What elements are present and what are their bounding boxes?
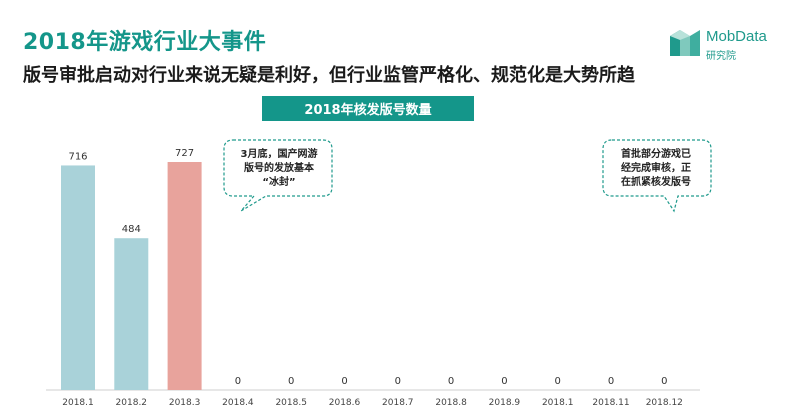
callout-march: 3月底，国产网游 版号的发放基本 “冰封” (240, 149, 318, 188)
callout-march-bubble (223, 139, 333, 212)
data-label-10: 0 (555, 376, 561, 387)
x-tick-label-9: 2018.9 (489, 398, 521, 408)
data-label-5: 0 (288, 376, 294, 387)
x-tick-label-11: 2018.11 (592, 398, 629, 408)
data-label-11: 0 (608, 376, 614, 387)
x-tick-label-4: 2018.4 (222, 398, 254, 408)
x-tick-label-2: 2018.2 (116, 398, 148, 408)
mobdata-logo: MobData 研究院 (668, 24, 778, 64)
x-tick-label-10: 2018.1 (542, 398, 574, 408)
data-label-2: 484 (122, 224, 141, 235)
bar-3 (167, 162, 202, 390)
data-label-3: 727 (175, 148, 194, 159)
data-label-8: 0 (448, 376, 454, 387)
data-label-9: 0 (501, 376, 507, 387)
callout-approval: 首批部分游戏已 经完成审核，正 在抓紧核发版号 (621, 149, 691, 188)
mobdata-logo-icon (670, 30, 700, 56)
x-tick-label-8: 2018.8 (435, 398, 467, 408)
data-label-12: 0 (661, 376, 667, 387)
chart-title: 2018年核发版号数量 (262, 96, 474, 121)
data-label-6: 0 (341, 376, 347, 387)
callout-approval-bubble (602, 139, 712, 213)
x-tick-label-12: 2018.12 (646, 398, 683, 408)
page-title: 2018年游戏行业大事件 (23, 30, 267, 55)
x-tick-label-3: 2018.3 (169, 398, 201, 408)
x-tick-label-5: 2018.5 (275, 398, 307, 408)
logo-name: MobData (706, 28, 767, 45)
bar-1 (61, 165, 95, 390)
bar-2 (114, 238, 149, 390)
data-label-7: 0 (395, 376, 401, 387)
logo-subtitle: 研究院 (706, 51, 736, 62)
data-label-4: 0 (235, 376, 241, 387)
page-subtitle: 版号审批启动对行业来说无疑是利好，但行业监管严格化、规范化是大势所趋 (23, 65, 635, 86)
x-tick-label-7: 2018.7 (382, 398, 414, 408)
data-label-1: 716 (68, 151, 87, 162)
x-tick-label-1: 2018.1 (62, 398, 94, 408)
x-tick-label-6: 2018.6 (329, 398, 361, 408)
